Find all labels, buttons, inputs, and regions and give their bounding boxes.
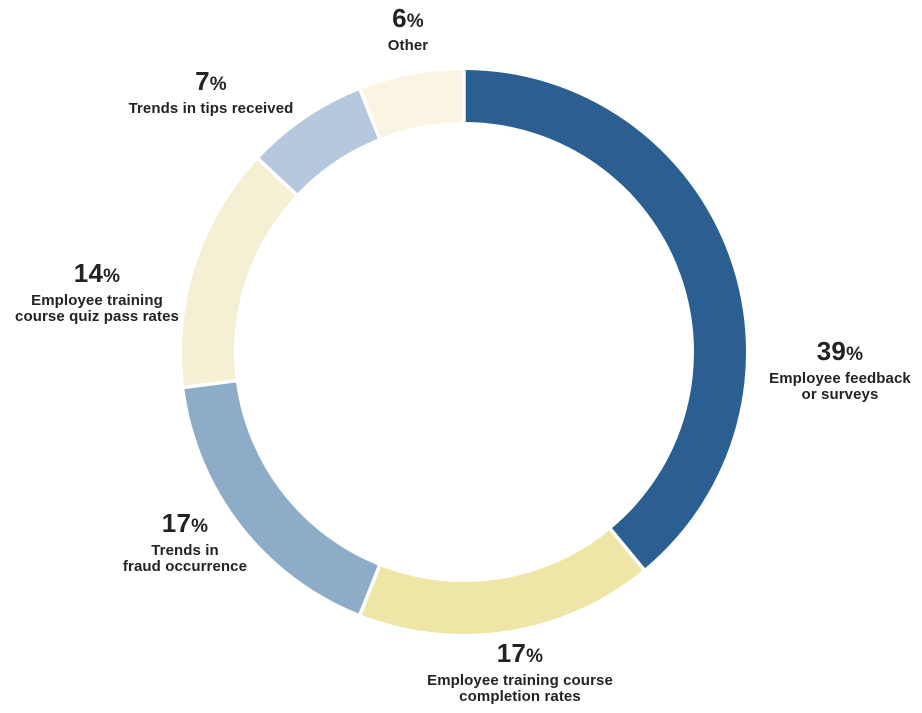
segment-label-line: Employee training: [31, 292, 163, 309]
segment-label-other: 6% Other: [388, 5, 429, 54]
segment-pct: 17%: [496, 638, 544, 668]
segment-pct: 14%: [73, 258, 121, 288]
segment-label-line: Trends in tips received: [128, 100, 294, 117]
segment-pct: 17%: [161, 508, 209, 538]
segment-label-employee-training-course-quiz-pass-rates: 14% Employee training course quiz pass r…: [15, 260, 179, 325]
segment-label-line: Other: [387, 37, 429, 54]
segment-label-line: completion rates: [459, 688, 581, 705]
segment-label-line: Trends in: [151, 542, 219, 559]
donut-segment-trends-in-fraud-occurrence: [184, 382, 378, 614]
segment-label-line: or surveys: [801, 386, 879, 403]
segment-label-line: Employee feedback: [769, 370, 911, 387]
segment-label-trends-in-tips-received: 7% Trends in tips received: [129, 68, 294, 117]
donut-segment-employee-training-course-completion-rates: [361, 530, 643, 635]
segment-label-trends-in-fraud-occurrence: 17% Trends in fraud occurrence: [123, 510, 247, 575]
donut-segment-other: [361, 70, 463, 138]
segment-label-employee-feedback-or-surveys: 39% Employee feedback or surveys: [769, 338, 911, 403]
segment-pct: 6%: [392, 3, 424, 33]
donut-segment-employee-feedback-or-surveys: [465, 70, 747, 569]
donut-segment-trends-in-tips-received: [259, 90, 378, 194]
donut-segment-employee-training-course-quiz-pass-rates: [182, 160, 296, 386]
segment-label-line: fraud occurrence: [122, 558, 248, 575]
segment-label-line: Employee training course: [427, 672, 613, 689]
segment-pct: 7%: [195, 66, 227, 96]
segment-pct: 39%: [816, 336, 864, 366]
segment-label-line: course quiz pass rates: [15, 308, 179, 325]
segment-label-employee-training-course-completion-rates: 17% Employee training course completion …: [427, 640, 613, 705]
